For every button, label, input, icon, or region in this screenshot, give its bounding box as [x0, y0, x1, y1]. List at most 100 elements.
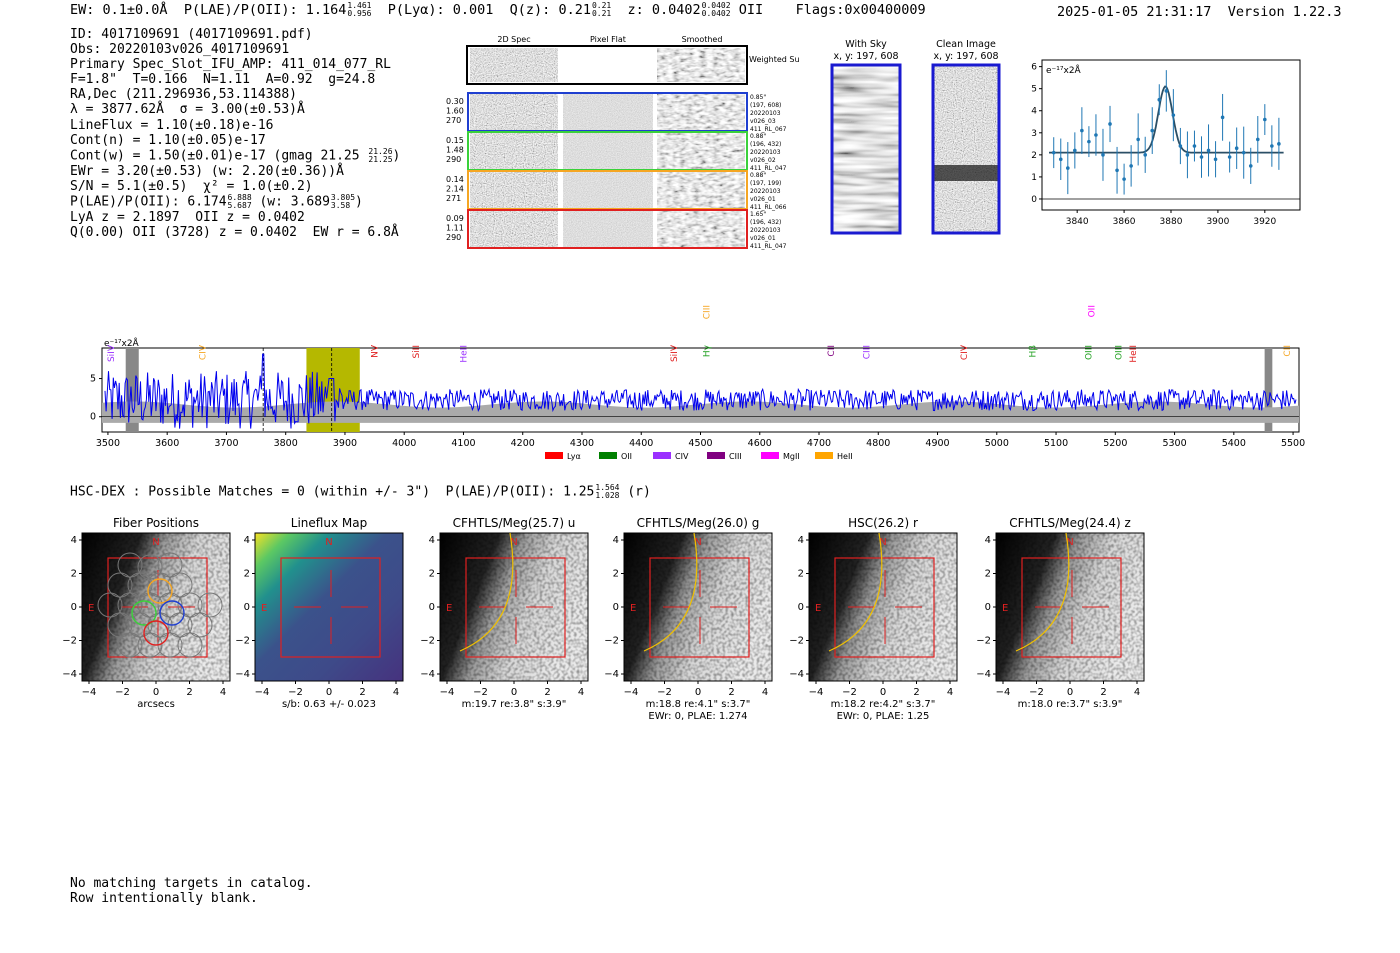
compass-north: N — [510, 537, 517, 548]
plya-value: P(Lyα): 0.001 — [387, 2, 494, 18]
legend-label: MgII — [783, 452, 800, 461]
zoom-data-point — [1270, 144, 1274, 148]
compass-north: N — [1066, 537, 1073, 548]
panel-y-tick-label: 4 — [244, 535, 250, 546]
pixel-noise-overlay — [82, 533, 230, 681]
cutout-row-left-value: 0.15 — [446, 136, 464, 145]
spectrum-x-tick-label: 4700 — [807, 438, 831, 449]
zoom-y-tick-label: 2 — [1031, 151, 1037, 161]
fiber-circle — [137, 592, 163, 618]
pixel-noise-overlay — [809, 533, 957, 681]
spectrum-x-tick-label: 4500 — [688, 438, 712, 449]
panel-x-tick-label: 4 — [578, 687, 584, 698]
hsc-dex-header: HSC-DEX : Possible Matches = 0 (within +… — [70, 483, 651, 500]
emission-line-label: OIII — [1114, 345, 1124, 360]
zoom-data-point — [1157, 97, 1162, 102]
imaging-panels: Fiber Positions N E −4 −4 −2 −2 0 0 2 2 4 4 arcsecs Li… — [62, 516, 1145, 722]
spectrum-cutouts: 2D Spec Pixel Flat Smoothed Weighted Sum… — [446, 35, 800, 250]
spectrum-x-tick-label: 4300 — [570, 438, 594, 449]
emission-line-label: OIII — [1085, 345, 1095, 360]
zoom-data-point — [1122, 177, 1126, 181]
fiber-circle — [117, 552, 143, 578]
panel-x-tick-label: 0 — [511, 687, 517, 698]
zoom-data-point — [1192, 144, 1197, 148]
zoom-y-tick-label: 6 — [1031, 63, 1037, 73]
panel-y-tick-label: 4 — [985, 535, 991, 546]
cutout-row-right-value: 411_RL_066 — [750, 204, 787, 211]
compass-east: E — [261, 603, 267, 614]
with-sky-title: With Sky — [845, 39, 887, 50]
imaging-panel: CFHTLS/Meg(24.4) z N E −4 −4 −2 −2 0 0 2 2 4 4 m:18.0… — [976, 516, 1145, 710]
flags-value: Flags:0x00400009 — [795, 2, 926, 18]
panel-caption: m:19.7 re:3.8" s:3.9" — [462, 699, 567, 710]
panel-y-tick-label: 4 — [429, 535, 435, 546]
contw-lo: 21.25 — [368, 154, 393, 164]
zoom-data-point — [1178, 144, 1183, 148]
zoom-data-point — [1058, 157, 1063, 162]
fiber-circle — [157, 592, 183, 618]
cutout-row-left-value: 1.60 — [446, 107, 464, 116]
panel-y-tick-label: −4 — [604, 669, 619, 680]
panel-y-tick-label: −4 — [420, 669, 435, 680]
ellipse-aperture — [828, 532, 883, 652]
with-sky-image — [832, 65, 900, 233]
zoom-data-point — [1129, 164, 1133, 168]
cutout-row-right-value: 20220103 — [750, 110, 781, 117]
hsc-hi: 1.564 — [595, 483, 620, 492]
legend-label: Lyα — [567, 452, 581, 461]
cutout-row-left-value: 2.14 — [446, 185, 464, 194]
info-lineflux: LineFlux = 1.10(±0.18)e-16 — [70, 117, 274, 133]
cutout-row-right-value: 20220103 — [750, 188, 781, 195]
panel-x-tick-label: −4 — [82, 687, 97, 698]
panel-x-tick-label: −2 — [473, 687, 488, 698]
panel-y-tick-label: −2 — [976, 636, 991, 647]
fiber-circle — [177, 632, 203, 658]
cutout-row-left-value: 0.30 — [446, 97, 464, 106]
info-contn: Cont(n) = 1.10(±0.05)e-17 — [70, 132, 266, 148]
panel-y-tick-label: 0 — [798, 602, 804, 613]
footer-line-2: Row intentionally blank. — [70, 891, 258, 906]
panel-y-tick-label: −2 — [420, 636, 435, 647]
panel-y-tick-label: 0 — [429, 602, 435, 613]
zoom-data-point — [1066, 166, 1070, 170]
panel-y-tick-label: 2 — [244, 569, 250, 580]
zoom-x-tick-label: 3840 — [1066, 217, 1089, 227]
panel-y-tick-label: −2 — [235, 636, 250, 647]
zoom-y-label: e⁻¹⁷x2Å — [1046, 64, 1082, 76]
spectrum-x-tick-label: 5100 — [1044, 438, 1068, 449]
lineflux-map-image — [255, 533, 403, 681]
fiber-circle — [197, 592, 223, 618]
spectrum-x-tick-label: 3500 — [96, 438, 120, 449]
with-sky-coords: x, y: 197, 608 — [833, 51, 898, 62]
spectrum-x-tick-label: 4600 — [748, 438, 772, 449]
cutout-row-right-value: v026_01 — [750, 235, 776, 242]
legend-label: HeII — [837, 452, 853, 461]
info-primary: Primary Spec_Slot_IFU_AMP: 411_014_077_R… — [70, 57, 391, 73]
zoom-y-tick-label: 5 — [1031, 85, 1037, 95]
info-plae: P(LAE)/P(OII): 6.174 6.888 5.687 (w: 3.689… — [70, 192, 363, 210]
panel-y-tick-label: 0 — [71, 602, 77, 613]
emission-line-label: HeII — [1129, 345, 1139, 363]
legend-swatch — [815, 452, 833, 459]
spectrum-x-tick-label: 4900 — [925, 438, 949, 449]
cutout-row-right-value: (197, 199) — [750, 180, 781, 187]
zoom-y-tick-label: 3 — [1031, 129, 1037, 139]
zoom-data-point — [1080, 128, 1084, 133]
spectrum-y-tick-label: 0 — [90, 412, 96, 423]
zoom-data-point — [1185, 153, 1190, 157]
zoom-data-point — [1241, 150, 1246, 155]
emission-line-label: CIV — [960, 344, 970, 360]
imaging-panel: Fiber Positions N E −4 −4 −2 −2 0 0 2 2 4 4 arcsecs — [62, 516, 231, 710]
pixel-noise-overlay — [996, 533, 1144, 681]
spectrum-x-tick-label: 4200 — [511, 438, 535, 449]
cutout-row-right-value: 20220103 — [750, 227, 781, 234]
panel-x-tick-label: 0 — [1067, 687, 1073, 698]
header-summary: EW: 0.1±0.0Å P(LAE)/P(OII): 1.164 1.461 0.… — [70, 2, 926, 19]
info-lambda: λ = 3877.62Å σ = 3.00(±0.53)Å — [70, 102, 305, 118]
zoom-data-point — [1255, 137, 1260, 142]
info-sn: S/N = 5.1(±0.5) χ² = 1.0(±0.2) — [70, 178, 313, 194]
compass-east: E — [630, 603, 636, 614]
cutout-row-right-value: 0.88" — [750, 172, 766, 179]
plae-label: P(LAE)/P(OII): 1.164 — [183, 2, 347, 18]
